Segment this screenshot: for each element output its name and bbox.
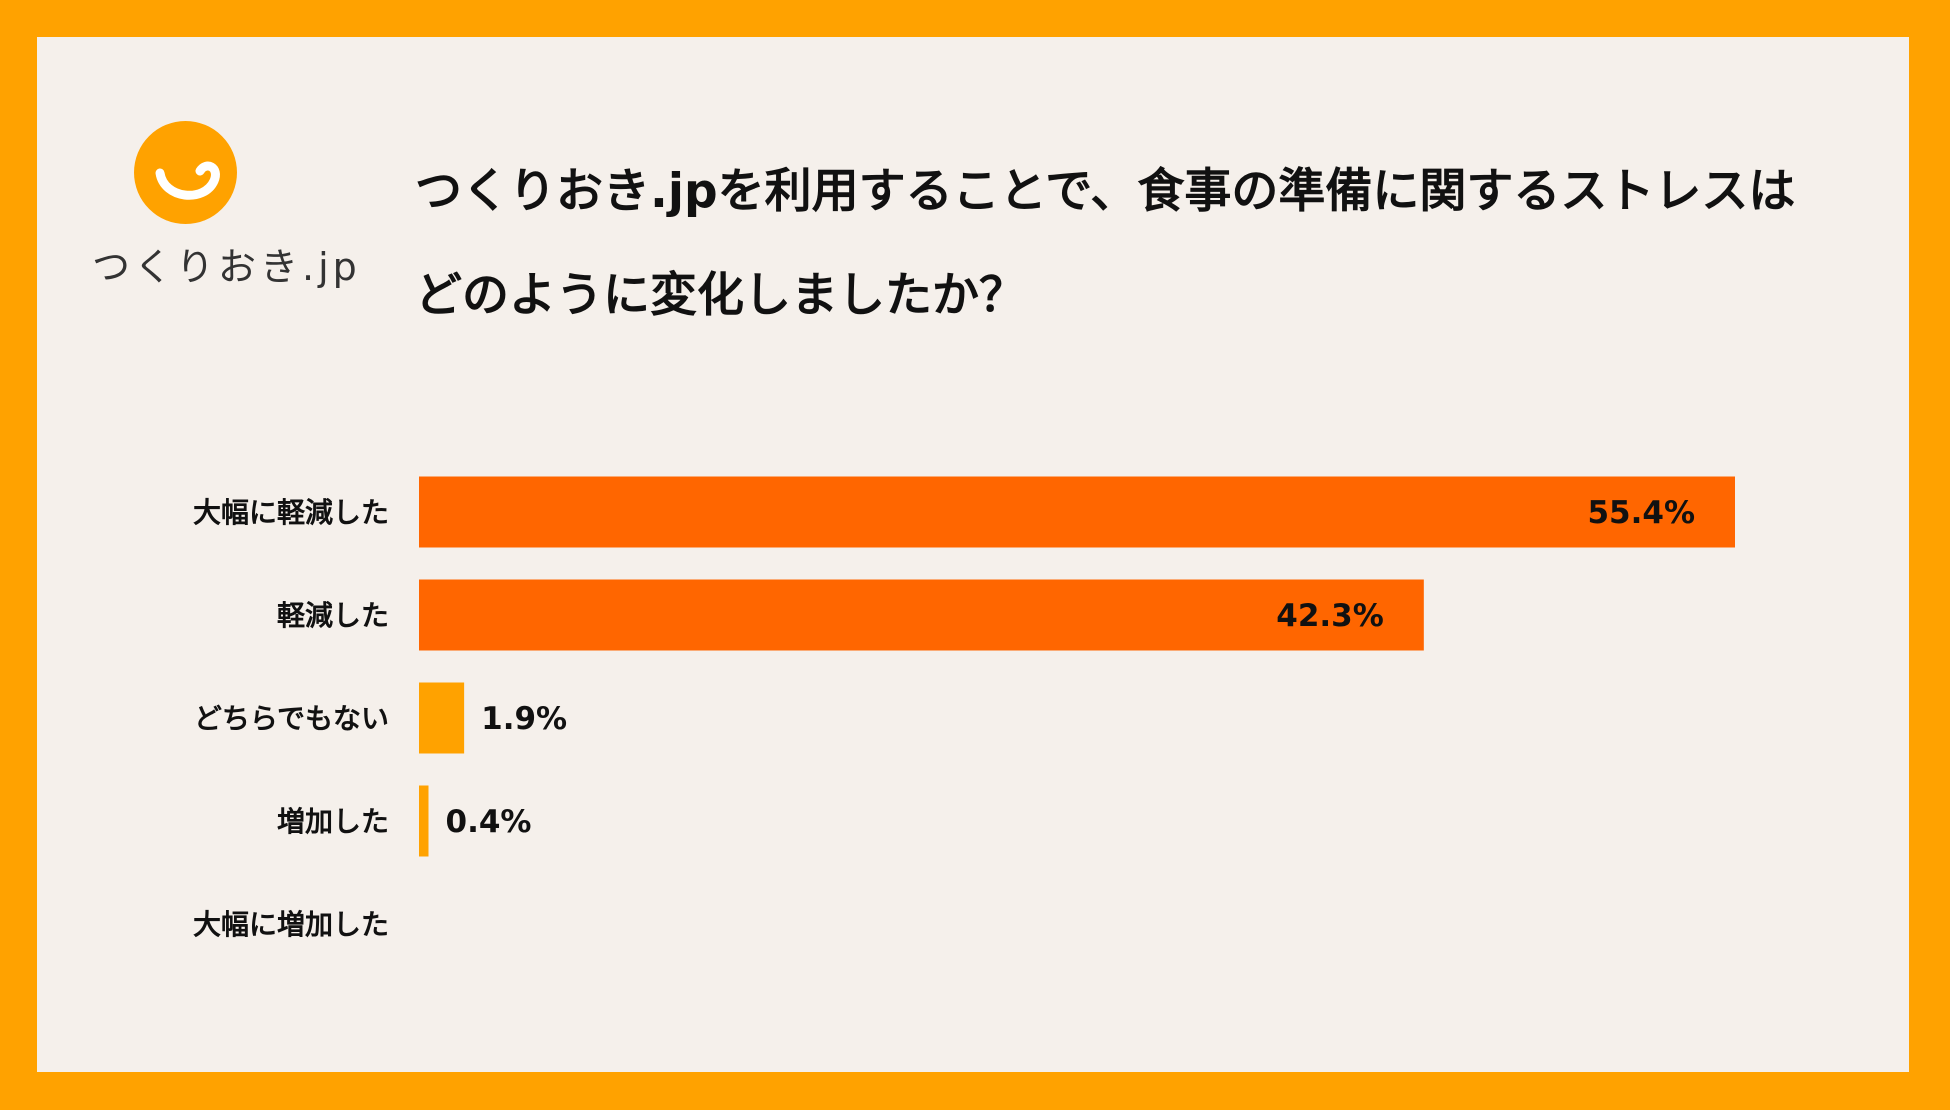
value-label: 55.4% — [1587, 495, 1695, 531]
bar — [419, 579, 1424, 651]
value-label: 0.4% — [446, 804, 532, 840]
category-label: 増加した — [277, 805, 389, 838]
category-label: どちらでもない — [194, 702, 389, 735]
bar — [419, 476, 1735, 548]
value-label: 42.3% — [1276, 598, 1384, 634]
category-label: 軽減した — [277, 599, 389, 632]
brand-logo-icon — [134, 121, 237, 224]
bar — [419, 682, 465, 754]
chart-panel — [37, 37, 1909, 1072]
value-label: 1.9% — [481, 701, 567, 737]
category-label: 大幅に軽減した — [193, 496, 389, 529]
chart-title: つくりおき.jpを利用することで、食事の準備に関するストレスはどのように変化しま… — [415, 164, 1796, 323]
bar — [419, 785, 429, 857]
brand-name: つくりおき.jp — [92, 245, 361, 289]
category-label: 大幅に増加した — [193, 908, 389, 941]
